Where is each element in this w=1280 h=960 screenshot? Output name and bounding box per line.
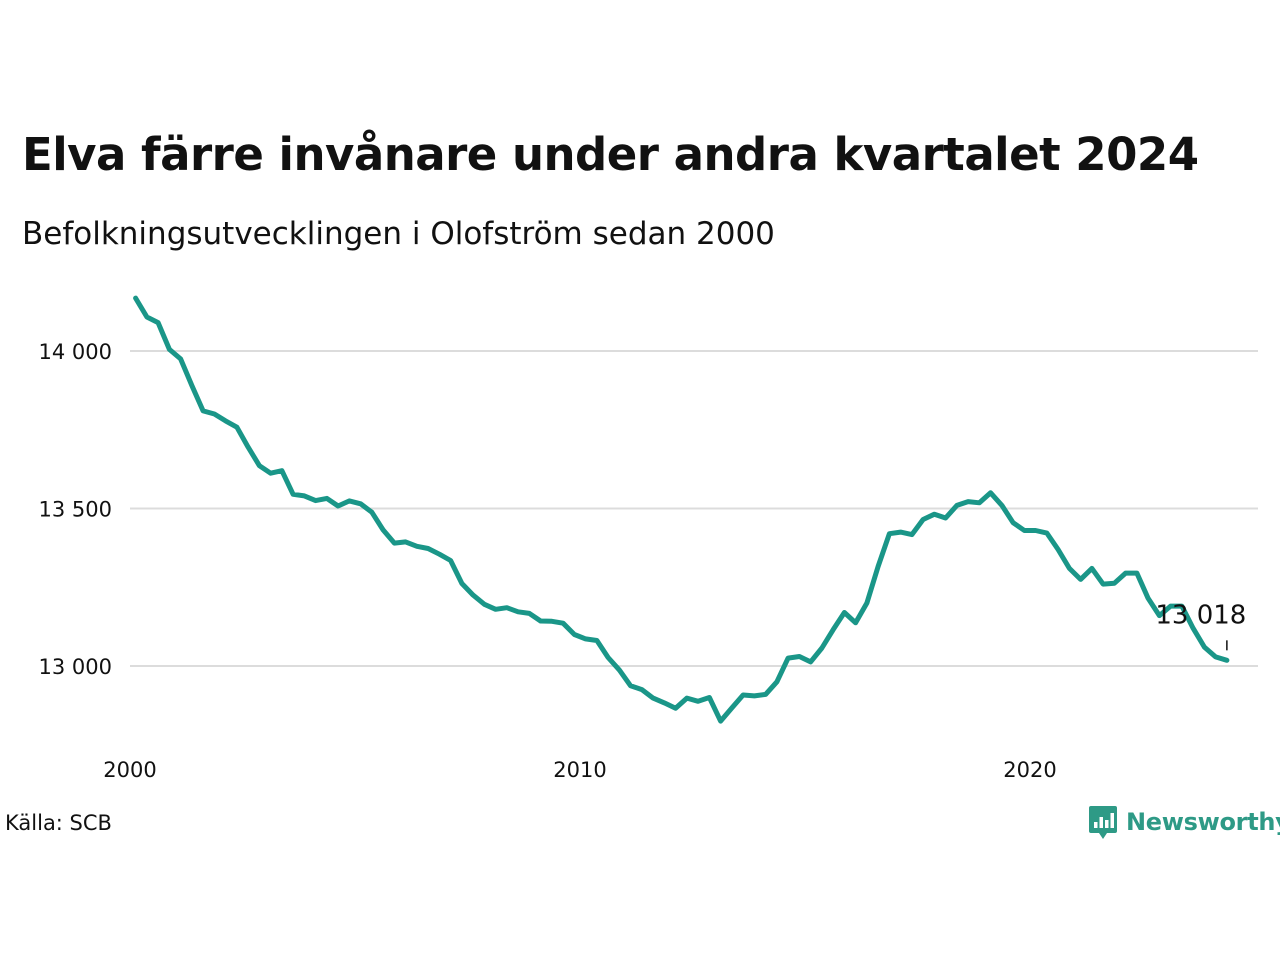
brand-name: Newsworthy — [1126, 808, 1280, 836]
chart-subtitle: Befolkningsutvecklingen i Olofström seda… — [22, 216, 775, 252]
chart-title: Elva färre invånare under andra kvartale… — [22, 128, 1199, 181]
gridlines — [130, 350, 1258, 667]
y-axis-ticks: 13 000 13 500 14 000 — [39, 340, 112, 679]
x-tick-label: 2020 — [1003, 758, 1056, 782]
newsworthy-logo-icon — [1089, 806, 1117, 839]
y-tick-label: 14 000 — [39, 340, 112, 364]
x-tick-label: 2010 — [553, 758, 606, 782]
population-line — [133, 295, 1230, 724]
y-tick-label: 13 500 — [39, 498, 112, 522]
newsworthy-logo: Newsworthy — [1088, 804, 1280, 840]
y-tick-label: 13 000 — [39, 655, 112, 679]
source-note: Källa: SCB — [5, 811, 112, 835]
end-value-label: 13 018 — [1155, 600, 1246, 630]
x-tick-label: 2000 — [103, 758, 156, 782]
x-axis-ticks: 2000 2010 2020 — [103, 758, 1056, 782]
